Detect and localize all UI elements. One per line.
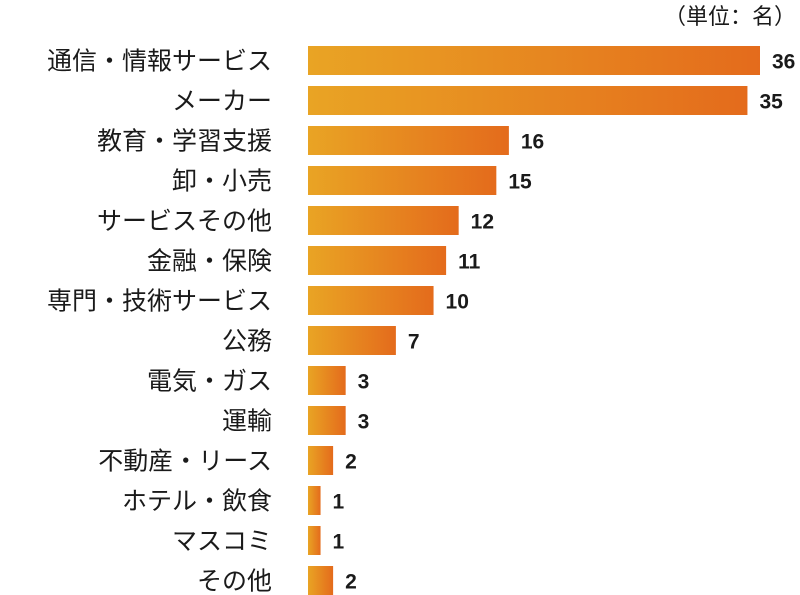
value-label-2: 16 xyxy=(521,131,544,154)
bar-11 xyxy=(308,486,321,515)
value-label-6: 10 xyxy=(446,291,469,314)
value-label-0: 36 xyxy=(772,51,795,74)
category-label-0: 通信・情報サービス xyxy=(47,47,272,76)
bar-4 xyxy=(308,206,459,235)
bar-3 xyxy=(308,166,497,195)
category-label-5: 金融・保険 xyxy=(147,247,272,276)
value-label-3: 15 xyxy=(508,171,532,194)
value-label-11: 1 xyxy=(333,491,345,514)
category-label-4: サービスその他 xyxy=(97,207,272,236)
bar-8 xyxy=(308,366,346,395)
bar-5 xyxy=(308,246,447,275)
value-label-12: 1 xyxy=(333,531,345,554)
category-label-8: 電気・ガス xyxy=(147,367,272,396)
value-label-9: 3 xyxy=(358,411,370,434)
category-label-11: ホテル・飲食 xyxy=(122,487,272,516)
category-label-13: その他 xyxy=(197,567,272,595)
value-label-1: 35 xyxy=(759,91,783,114)
value-label-10: 2 xyxy=(345,451,357,474)
bar-6 xyxy=(308,286,434,315)
value-label-7: 7 xyxy=(408,331,420,354)
bar-7 xyxy=(308,326,396,355)
bar-12 xyxy=(308,526,321,555)
bar-0 xyxy=(308,46,760,75)
category-label-3: 卸・小売 xyxy=(172,167,272,196)
category-label-12: マスコミ xyxy=(172,527,272,556)
bar-10 xyxy=(308,446,334,475)
category-label-10: 不動産・リース xyxy=(98,447,272,476)
value-label-4: 12 xyxy=(471,211,494,234)
bar-1 xyxy=(308,86,748,115)
unit-label: （単位：名） xyxy=(664,5,796,30)
category-label-9: 運輸 xyxy=(222,407,272,436)
bar-2 xyxy=(308,126,509,155)
category-label-2: 教育・学習支援 xyxy=(97,127,272,156)
value-label-5: 11 xyxy=(458,251,481,274)
bar-13 xyxy=(308,566,334,595)
category-label-7: 公務 xyxy=(222,327,272,356)
value-label-13: 2 xyxy=(345,571,357,594)
bar-9 xyxy=(308,406,346,435)
category-label-1: メーカー xyxy=(172,87,272,116)
value-label-8: 3 xyxy=(358,371,370,394)
bars-group: 通信・情報サービス 36 メーカー 35 教育・学習支援 16 卸・小売 15 サービスその他 1… xyxy=(47,46,795,595)
category-label-6: 専門・技術サービス xyxy=(47,287,272,316)
